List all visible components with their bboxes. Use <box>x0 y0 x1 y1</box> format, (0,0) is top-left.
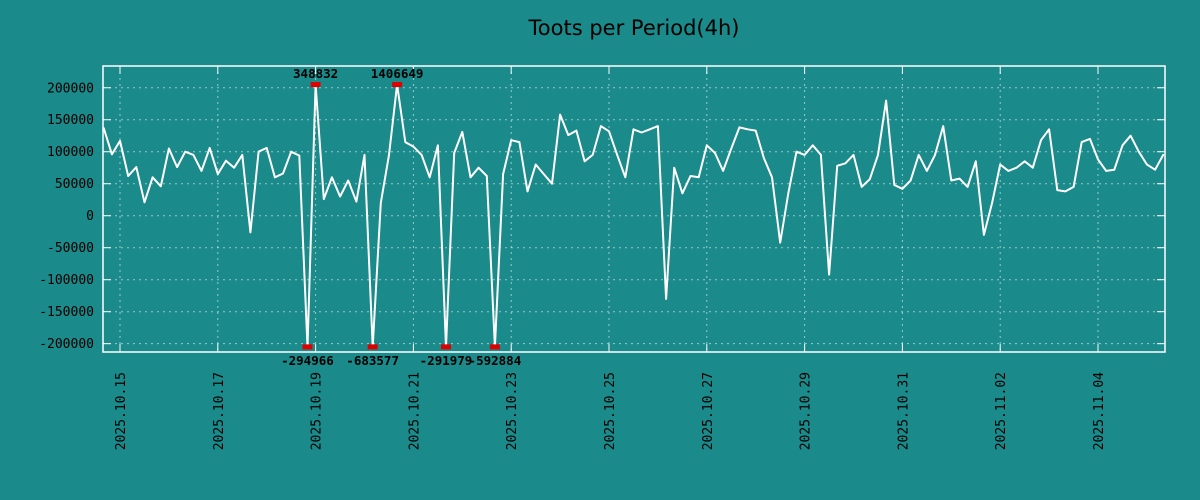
y-tick-label: 100000 <box>47 145 94 160</box>
outlier-label: -683577 <box>346 353 399 368</box>
y-tick-label: 150000 <box>47 113 94 128</box>
x-tick-label: 2025.10.23 <box>505 372 520 450</box>
data-line <box>102 83 1165 348</box>
outlier-label: -291979 <box>420 353 473 368</box>
plot-border <box>102 65 1166 353</box>
x-tick-label: 2025.11.02 <box>994 372 1009 450</box>
outlier-marker <box>489 344 500 350</box>
x-tick-label: 2025.10.21 <box>407 372 422 450</box>
y-tick-label: -100000 <box>39 273 94 288</box>
y-tick-label: 200000 <box>47 81 94 96</box>
x-tick-label: 2025.10.25 <box>603 372 618 450</box>
outlier-marker <box>441 344 452 350</box>
outlier-label: 1406649 <box>371 66 424 81</box>
y-tick-label: -200000 <box>39 337 94 352</box>
y-tick-label: 50000 <box>55 177 94 192</box>
x-tick-label: 2025.10.17 <box>212 372 227 450</box>
outlier-label: -592884 <box>469 353 522 368</box>
y-tick-label: -150000 <box>39 305 94 320</box>
outlier-label: 348832 <box>293 66 338 81</box>
y-tick-label: 0 <box>86 209 94 224</box>
outlier-marker <box>302 344 313 350</box>
x-tick-label: 2025.10.15 <box>114 372 129 450</box>
outlier-marker <box>392 82 403 88</box>
x-tick-label: 2025.10.19 <box>310 372 325 450</box>
x-tick-label: 2025.11.04 <box>1092 372 1107 450</box>
outlier-label: -294966 <box>281 353 334 368</box>
y-tick-label: -50000 <box>47 241 94 256</box>
x-tick-label: 2025.10.31 <box>896 372 911 450</box>
outlier-marker <box>310 82 321 88</box>
x-tick-label: 2025.10.27 <box>701 372 716 450</box>
x-tick-label: 2025.10.29 <box>799 372 814 450</box>
outlier-marker <box>367 344 378 350</box>
